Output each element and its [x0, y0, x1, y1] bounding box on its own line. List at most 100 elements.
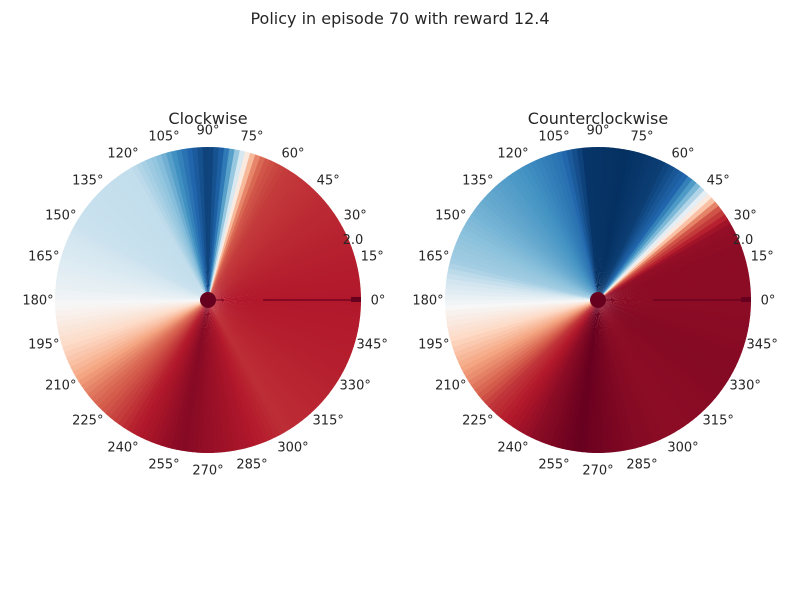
heatmap-wedge	[460, 300, 598, 373]
heatmap-wedge	[55, 289, 209, 300]
heatmap-wedge	[208, 166, 290, 300]
heatmap-wedge	[477, 300, 598, 400]
theta-tick-label: 15°	[751, 250, 774, 265]
heatmap-wedge	[598, 300, 676, 436]
heatmap-wedge	[453, 242, 598, 300]
heatmap-wedge	[598, 196, 716, 300]
heatmap-wedge	[598, 300, 732, 382]
heatmap-wedge	[63, 242, 209, 300]
theta-tick-label: 150°	[435, 209, 466, 224]
heatmap-wedge	[208, 300, 277, 440]
heatmap-wedge	[208, 300, 361, 316]
heatmap-wedge	[445, 289, 598, 300]
heatmap-wedge	[93, 193, 208, 300]
heatmap-wedge	[545, 300, 598, 446]
theta-tick-label: 105°	[538, 129, 569, 144]
heatmap-wedge	[208, 182, 311, 300]
heatmap-wedge	[484, 300, 598, 408]
heatmap-wedge	[208, 151, 251, 300]
heatmap-wedge	[511, 170, 598, 300]
heatmap-wedge	[525, 162, 598, 300]
heatmap-wedge	[598, 162, 670, 300]
heatmap-wedge	[126, 300, 208, 434]
heatmap-wedge	[598, 148, 625, 300]
theta-tick-label: 270°	[582, 464, 613, 479]
heatmap-wedge	[136, 300, 208, 438]
heatmap-wedge	[502, 176, 598, 300]
pole-tip	[351, 297, 361, 302]
heatmap-wedge	[450, 252, 598, 300]
theta-tick-label: 15°	[361, 250, 384, 265]
heatmap-wedge	[470, 210, 598, 300]
heatmap-wedge	[208, 175, 303, 300]
heatmap-wedge	[208, 218, 341, 300]
heatmap-wedge	[208, 300, 339, 386]
heatmap-wedge	[490, 186, 598, 300]
heatmap-wedge	[457, 232, 598, 300]
heatmap-wedge	[476, 201, 598, 300]
heatmap-wedge	[192, 300, 208, 453]
heatmap-wedge	[208, 147, 219, 300]
heatmap-wedge	[449, 257, 598, 300]
heatmap-wedge	[503, 300, 598, 425]
heatmap-wedge	[598, 164, 675, 300]
theta-tick-label: 195°	[418, 338, 449, 353]
heatmap-wedge	[208, 300, 286, 436]
heatmap-wedge	[181, 300, 208, 452]
heatmap-wedge	[208, 300, 290, 433]
heatmap-wedge	[598, 151, 641, 300]
heatmap-wedge	[208, 189, 319, 300]
heatmap-wedge	[598, 300, 685, 430]
theta-tick-label: 255°	[148, 458, 179, 473]
theta-tick-label: 180°	[22, 294, 53, 309]
theta-tick-label: 45°	[317, 173, 340, 188]
heatmap-wedge	[480, 300, 598, 404]
heatmap-wedge	[81, 300, 208, 391]
heatmap-wedge	[208, 300, 346, 372]
heatmap-wedge	[465, 300, 598, 382]
heatmap-wedge	[208, 157, 271, 300]
heatmap-wedge	[208, 300, 304, 424]
heatmap-wedge	[598, 222, 734, 300]
figure-title: Policy in episode 70 with reward 12.4	[250, 9, 550, 28]
heatmap-wedge	[598, 175, 693, 300]
heatmap-wedge	[498, 179, 598, 300]
heatmap-wedge	[208, 300, 336, 390]
heatmap-wedge	[176, 300, 208, 451]
heatmap-wedge	[598, 300, 671, 438]
heatmap-wedge	[208, 200, 329, 300]
heatmap-wedge	[474, 300, 598, 396]
heatmap-wedge	[516, 167, 598, 300]
heatmap-wedge	[446, 273, 598, 300]
heatmap-wedge	[598, 300, 689, 427]
heatmap-wedge	[598, 157, 661, 300]
heatmap-wedge	[598, 300, 713, 407]
heatmap-wedge	[208, 148, 235, 300]
heatmap-wedge	[208, 300, 351, 363]
heatmap-wedge	[131, 300, 208, 436]
heatmap-wedge	[208, 300, 356, 348]
heatmap-wedge	[535, 300, 598, 443]
heatmap-wedge	[206, 146, 214, 300]
heatmap-wedge	[113, 300, 208, 425]
pole-overlay	[590, 292, 751, 308]
panel-title-counterclockwise: Counterclockwise	[528, 109, 668, 128]
heatmap-wedge	[598, 200, 719, 300]
heatmap-wedge	[208, 300, 359, 332]
heatmap-wedge	[208, 196, 326, 300]
heatmap-wedge	[540, 300, 598, 445]
heatmap-wedge	[97, 189, 208, 300]
heatmap-wedge	[87, 300, 208, 400]
heatmap-wedge	[491, 300, 598, 415]
heatmap-wedge	[598, 185, 705, 300]
heatmap-wedge	[471, 300, 598, 391]
heatmap-wedge	[596, 146, 604, 300]
heatmap-wedge	[74, 218, 208, 300]
heatmap-wedge	[507, 173, 598, 300]
heatmap-wedge	[208, 154, 261, 300]
heatmap-wedge	[512, 300, 598, 431]
heatmap-wedge	[487, 300, 598, 411]
heatmap-wedge	[78, 300, 208, 387]
heatmap-wedge	[598, 300, 750, 327]
heatmap-wedge	[520, 164, 598, 300]
